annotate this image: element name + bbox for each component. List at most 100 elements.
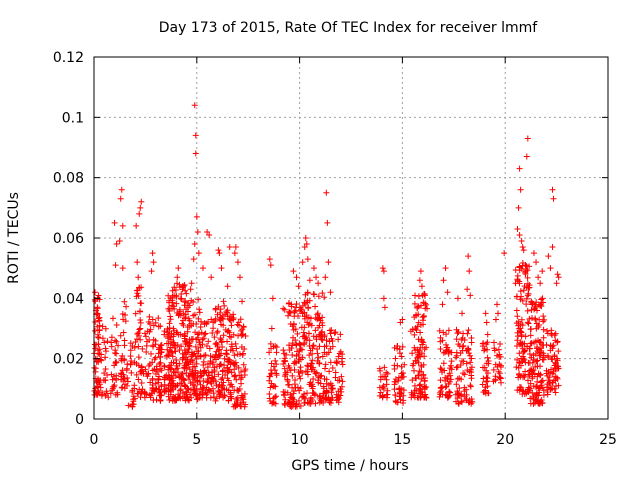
x-tick-label: 10 [291, 432, 309, 448]
data-point [267, 262, 274, 269]
data-point [536, 338, 543, 345]
data-point [165, 384, 172, 391]
data-point [492, 361, 499, 368]
data-point [315, 293, 322, 300]
data-point [202, 330, 209, 337]
data-point [521, 347, 528, 354]
data-point [220, 379, 227, 386]
data-point [526, 345, 533, 352]
data-point [130, 401, 137, 408]
data-point [206, 231, 213, 238]
data-point [523, 295, 530, 302]
data-point [270, 363, 277, 370]
data-point [453, 354, 460, 361]
data-point [191, 311, 198, 318]
data-point [315, 280, 322, 287]
data-point [538, 378, 545, 385]
data-point [312, 303, 319, 310]
data-point [183, 306, 190, 313]
data-point [218, 265, 225, 272]
data-point [113, 241, 120, 248]
data-point [111, 382, 118, 389]
data-point [145, 362, 152, 369]
data-point [417, 381, 424, 388]
data-point [306, 277, 313, 284]
data-point [523, 153, 530, 160]
data-point [455, 400, 462, 407]
data-point [231, 250, 238, 257]
data-point [459, 335, 466, 342]
data-point [92, 319, 99, 326]
data-point [323, 337, 330, 344]
data-point [156, 390, 163, 397]
data-point [381, 364, 388, 371]
data-point [454, 295, 461, 302]
data-point [219, 312, 226, 319]
data-point [280, 388, 287, 395]
data-point [297, 375, 304, 382]
data-point [461, 393, 468, 400]
x-tick-label: 15 [393, 432, 411, 448]
data-point [193, 213, 200, 220]
data-point [514, 225, 521, 232]
data-point [112, 391, 119, 398]
data-point [224, 338, 231, 345]
data-point [119, 222, 126, 229]
data-point [136, 210, 143, 217]
data-point [99, 335, 106, 342]
data-point [233, 376, 240, 383]
data-point [445, 327, 452, 334]
data-point [184, 328, 191, 335]
data-point [307, 315, 314, 322]
data-point [514, 293, 521, 300]
data-point [523, 263, 530, 270]
data-point [169, 299, 176, 306]
data-point [182, 362, 189, 369]
data-point [465, 253, 472, 260]
data-point [443, 331, 450, 338]
data-point [537, 280, 544, 287]
data-point [495, 310, 502, 317]
data-point [219, 382, 226, 389]
data-point [391, 362, 398, 369]
data-point [112, 337, 119, 344]
data-point [176, 306, 183, 313]
data-point [338, 383, 345, 390]
data-point [151, 356, 158, 363]
data-point [209, 369, 216, 376]
data-point [215, 347, 222, 354]
data-point [190, 381, 197, 388]
data-point [124, 378, 131, 385]
data-points [91, 102, 562, 410]
data-point [516, 165, 523, 172]
data-point [421, 384, 428, 391]
data-point [394, 399, 401, 406]
data-point [335, 399, 342, 406]
data-point [549, 343, 556, 350]
data-point [417, 388, 424, 395]
data-point [392, 355, 399, 362]
data-point [338, 388, 345, 395]
data-point [517, 288, 524, 295]
data-point [527, 332, 534, 339]
data-point [539, 377, 546, 384]
data-point [526, 284, 533, 291]
data-point [291, 358, 298, 365]
data-point [326, 399, 333, 406]
data-point [514, 272, 521, 279]
data-point [521, 340, 528, 347]
data-point [188, 280, 195, 287]
data-point [299, 259, 306, 266]
data-point [400, 373, 407, 380]
data-point [444, 344, 451, 351]
data-point [186, 366, 193, 373]
data-point [315, 354, 322, 361]
data-point [467, 352, 474, 359]
data-point [411, 331, 418, 338]
data-point [391, 386, 398, 393]
data-point [323, 342, 330, 349]
data-point [417, 329, 424, 336]
data-point [310, 342, 317, 349]
data-point [536, 352, 543, 359]
data-point [191, 102, 198, 109]
